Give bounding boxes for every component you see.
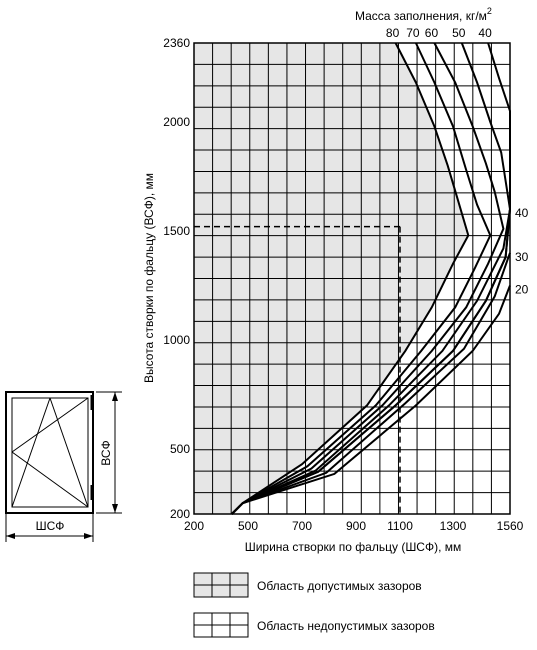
sash-opening-line <box>11 451 89 508</box>
x-tick-label: 1560 <box>497 519 524 533</box>
y-tick-label: 1000 <box>163 333 190 347</box>
plot-frame <box>193 42 511 515</box>
width-arrow-right-icon <box>84 533 93 539</box>
y-tick-label: 2000 <box>163 115 190 129</box>
legend-label-inadmissible: Область недопустимых зазоров <box>257 619 435 633</box>
curve-label-right: 40 <box>515 206 529 220</box>
curve-label-top: 40 <box>478 26 492 40</box>
legend-swatch-admissible <box>193 572 249 598</box>
top-axis-label: Масса заполнения, кг/м2 <box>355 6 492 23</box>
mass-curves <box>231 42 512 515</box>
sash-diagram <box>5 391 122 542</box>
curve-label-top: 80 <box>386 26 400 40</box>
sash-opening-line <box>49 397 89 508</box>
x-axis-title: Ширина створки по фальцу (ШСФ), мм <box>245 540 462 554</box>
legend-swatch-inadmissible <box>193 612 249 638</box>
top-axis-label-superscript: 2 <box>487 6 492 16</box>
sash-inner-frame <box>11 397 89 508</box>
sash-width-label: ШСФ <box>36 519 65 533</box>
sash-opening-line <box>11 397 51 508</box>
curve-mass-60-top <box>231 42 505 515</box>
curve-label-top: 50 <box>452 26 466 40</box>
sash-outer-frame <box>5 391 94 514</box>
curve-mass-50-top <box>231 42 512 515</box>
curve-mass-70-top <box>231 42 492 515</box>
height-arrow-up-icon <box>112 392 118 401</box>
top-curve-labels: 80 70 60 50 40 <box>386 26 492 40</box>
x-tick-label: 700 <box>292 519 312 533</box>
y-tick-label: 1500 <box>163 224 190 238</box>
x-tick-label: 900 <box>346 519 366 533</box>
x-tick-labels: 200 500 700 900 1100 1300 1560 <box>184 519 524 533</box>
y-tick-labels: 200 500 1000 1500 2000 2360 <box>163 36 190 521</box>
curve-label-top: 70 <box>406 26 420 40</box>
height-arrow-down-icon <box>112 504 118 513</box>
right-curve-labels: 40 30 20 <box>515 206 529 296</box>
sash-opening-line <box>11 397 89 453</box>
reference-lines <box>194 225 401 514</box>
x-tick-label: 200 <box>184 519 204 533</box>
legend: Область допустимых зазоров Область недоп… <box>193 572 435 638</box>
x-tick-label: 1300 <box>440 519 467 533</box>
x-tick-label: 1100 <box>387 519 413 533</box>
curve-mass-20-right <box>231 285 511 515</box>
x-tick-label: 500 <box>238 519 258 533</box>
curve-mass-80-top <box>231 42 470 515</box>
sash-height-label: ВСФ <box>99 440 113 465</box>
curve-label-top: 60 <box>425 26 439 40</box>
curve-label-right: 20 <box>515 283 529 297</box>
y-axis-title: Высота створки по фальцу (ВСФ), мм <box>142 173 156 383</box>
y-tick-label: 2360 <box>163 36 190 50</box>
curve-label-right: 30 <box>515 250 529 264</box>
y-tick-label: 200 <box>170 507 190 521</box>
legend-label-admissible: Область допустимых зазоров <box>257 579 422 593</box>
y-tick-label: 500 <box>170 442 190 456</box>
width-arrow-left-icon <box>6 533 15 539</box>
